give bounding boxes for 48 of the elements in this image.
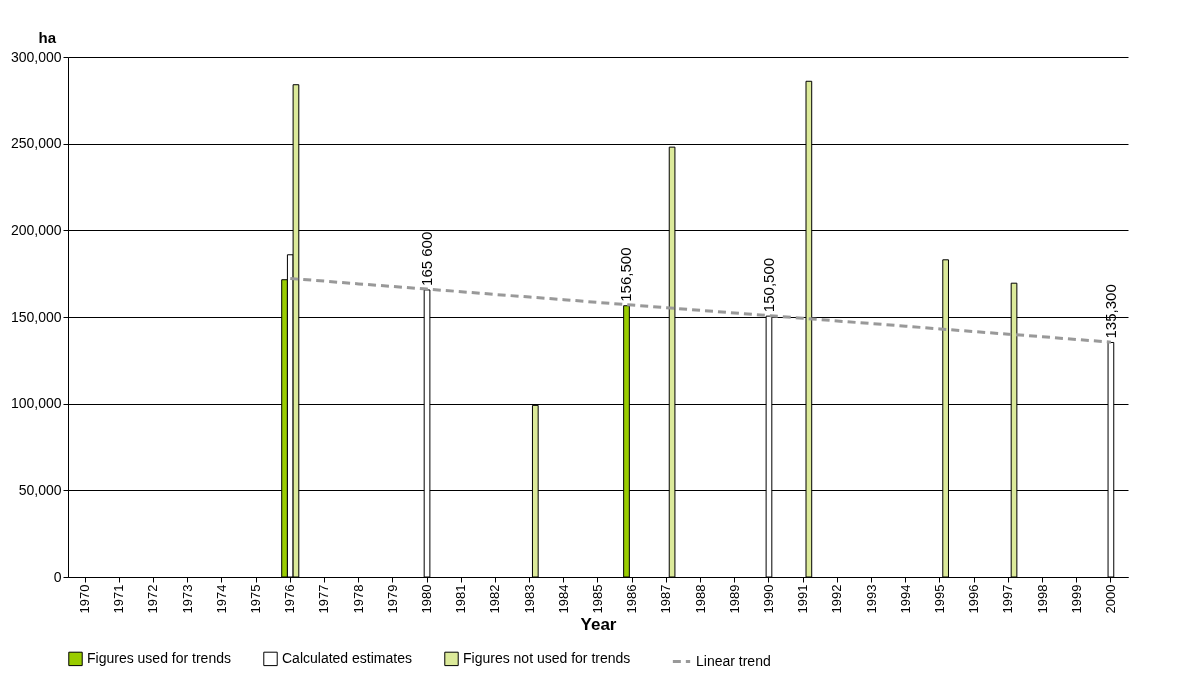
x-tick-label: 1992 — [829, 584, 845, 614]
x-tick-label: 1973 — [179, 584, 195, 614]
x-tick-label: 1991 — [795, 584, 811, 614]
x-tick-label: 1977 — [316, 584, 332, 614]
x-tick-label: 1970 — [77, 584, 93, 614]
legend-label: Figures not used for trends — [463, 649, 631, 666]
x-tick-label: 1985 — [590, 584, 605, 614]
legend-label: Calculated estimates — [282, 649, 412, 666]
x-tick-label: 1984 — [555, 584, 571, 614]
y-axis-title: ha — [38, 28, 57, 46]
y-tick-label: 50,000 — [18, 481, 62, 498]
legend-label: Figures used for trends — [87, 649, 231, 666]
x-tick-label: 1978 — [350, 584, 366, 614]
x-tick-label: 1986 — [624, 584, 640, 614]
y-tick-label: 150,000 — [10, 308, 62, 325]
x-axis-title: Year — [580, 615, 617, 635]
x-tick-label: 1983 — [521, 584, 537, 614]
y-tick-label: 300,000 — [10, 48, 62, 65]
y-tick-label: 250,000 — [10, 135, 62, 152]
data-label: 165 600 — [418, 231, 436, 286]
x-tick-label: 1989 — [726, 584, 742, 614]
y-tick-label: 200,000 — [10, 221, 62, 238]
data-label: 135,300 — [1101, 284, 1119, 339]
x-tick-label: 1996 — [966, 584, 982, 614]
x-tick-label: 1979 — [384, 584, 400, 614]
x-tick-label: 1999 — [1068, 584, 1084, 614]
y-tick-label: 0 — [53, 568, 62, 585]
x-tick-label: 1998 — [1034, 584, 1050, 614]
x-tick-label: 2000 — [1102, 584, 1118, 614]
x-tick-label: 1990 — [760, 584, 776, 614]
x-tick-label: 1980 — [419, 584, 435, 614]
x-tick-label: 1995 — [931, 584, 947, 614]
x-tick-label: 1981 — [453, 584, 469, 614]
x-tick-label: 1972 — [145, 584, 161, 614]
x-tick-label: 1997 — [1000, 584, 1016, 614]
y-tick-label: 100,000 — [10, 395, 62, 412]
x-tick-label: 1982 — [487, 584, 503, 614]
legend-label: Linear trend — [696, 652, 771, 669]
x-tick-label: 1994 — [897, 584, 913, 614]
data-label: 156,500 — [617, 247, 635, 302]
x-tick-label: 1988 — [692, 584, 708, 614]
x-tick-label: 1987 — [658, 584, 674, 614]
x-tick-label: 1976 — [282, 584, 298, 614]
x-tick-label: 1975 — [248, 584, 264, 614]
x-tick-label: 1971 — [111, 584, 127, 614]
x-tick-label: 1974 — [213, 584, 229, 614]
x-tick-label: 1993 — [863, 584, 879, 614]
data-label: 150,500 — [759, 257, 777, 313]
